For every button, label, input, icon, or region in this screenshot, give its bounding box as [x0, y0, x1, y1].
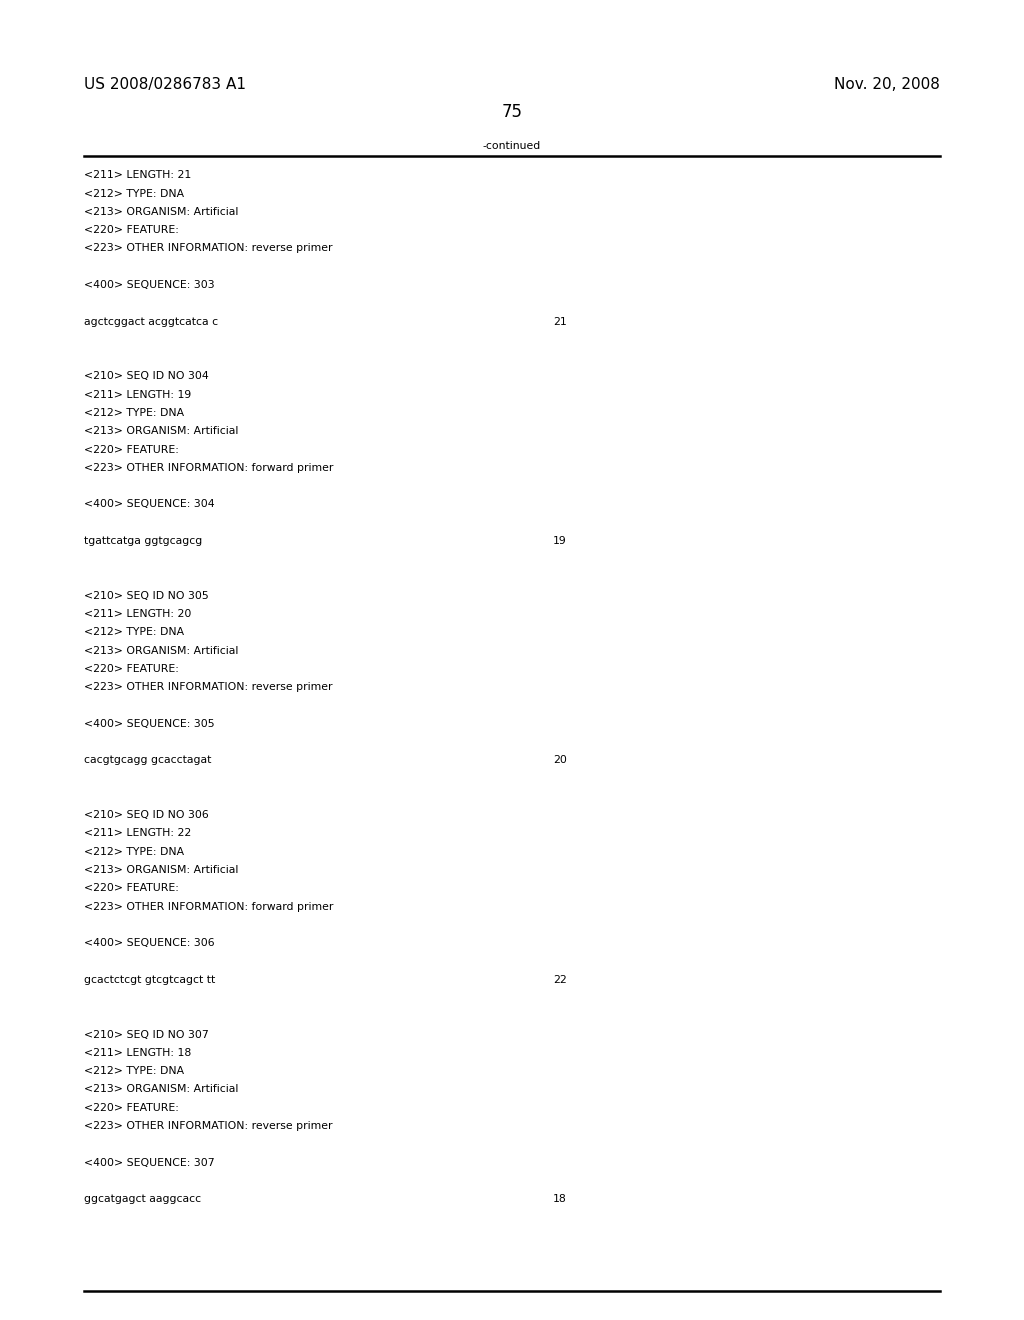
- Text: <212> TYPE: DNA: <212> TYPE: DNA: [84, 1067, 184, 1076]
- Text: <220> FEATURE:: <220> FEATURE:: [84, 1102, 179, 1113]
- Text: <220> FEATURE:: <220> FEATURE:: [84, 883, 179, 894]
- Text: ggcatgagct aaggcacc: ggcatgagct aaggcacc: [84, 1195, 201, 1204]
- Text: US 2008/0286783 A1: US 2008/0286783 A1: [84, 77, 246, 91]
- Text: cacgtgcagg gcacctagat: cacgtgcagg gcacctagat: [84, 755, 211, 766]
- Text: <211> LENGTH: 20: <211> LENGTH: 20: [84, 609, 191, 619]
- Text: <223> OTHER INFORMATION: forward primer: <223> OTHER INFORMATION: forward primer: [84, 463, 334, 473]
- Text: <210> SEQ ID NO 306: <210> SEQ ID NO 306: [84, 810, 209, 820]
- Text: <211> LENGTH: 19: <211> LENGTH: 19: [84, 389, 191, 400]
- Text: <212> TYPE: DNA: <212> TYPE: DNA: [84, 846, 184, 857]
- Text: 21: 21: [553, 317, 566, 326]
- Text: 19: 19: [553, 536, 566, 546]
- Text: <210> SEQ ID NO 307: <210> SEQ ID NO 307: [84, 1030, 209, 1040]
- Text: <210> SEQ ID NO 305: <210> SEQ ID NO 305: [84, 591, 209, 601]
- Text: <223> OTHER INFORMATION: reverse primer: <223> OTHER INFORMATION: reverse primer: [84, 243, 333, 253]
- Text: 18: 18: [553, 1195, 566, 1204]
- Text: <223> OTHER INFORMATION: reverse primer: <223> OTHER INFORMATION: reverse primer: [84, 1121, 333, 1131]
- Text: <210> SEQ ID NO 304: <210> SEQ ID NO 304: [84, 371, 209, 381]
- Text: <213> ORGANISM: Artificial: <213> ORGANISM: Artificial: [84, 645, 239, 656]
- Text: Nov. 20, 2008: Nov. 20, 2008: [835, 77, 940, 91]
- Text: 75: 75: [502, 103, 522, 121]
- Text: <220> FEATURE:: <220> FEATURE:: [84, 445, 179, 454]
- Text: <400> SEQUENCE: 304: <400> SEQUENCE: 304: [84, 499, 215, 510]
- Text: <212> TYPE: DNA: <212> TYPE: DNA: [84, 408, 184, 418]
- Text: <211> LENGTH: 22: <211> LENGTH: 22: [84, 829, 191, 838]
- Text: -continued: -continued: [483, 141, 541, 152]
- Text: <211> LENGTH: 18: <211> LENGTH: 18: [84, 1048, 191, 1057]
- Text: agctcggact acggtcatca c: agctcggact acggtcatca c: [84, 317, 218, 326]
- Text: <220> FEATURE:: <220> FEATURE:: [84, 664, 179, 675]
- Text: <213> ORGANISM: Artificial: <213> ORGANISM: Artificial: [84, 865, 239, 875]
- Text: <400> SEQUENCE: 307: <400> SEQUENCE: 307: [84, 1158, 215, 1167]
- Text: <223> OTHER INFORMATION: forward primer: <223> OTHER INFORMATION: forward primer: [84, 902, 334, 912]
- Text: tgattcatga ggtgcagcg: tgattcatga ggtgcagcg: [84, 536, 202, 546]
- Text: <220> FEATURE:: <220> FEATURE:: [84, 226, 179, 235]
- Text: 22: 22: [553, 974, 566, 985]
- Text: <400> SEQUENCE: 306: <400> SEQUENCE: 306: [84, 939, 215, 948]
- Text: <212> TYPE: DNA: <212> TYPE: DNA: [84, 189, 184, 198]
- Text: 20: 20: [553, 755, 567, 766]
- Text: <213> ORGANISM: Artificial: <213> ORGANISM: Artificial: [84, 426, 239, 436]
- Text: gcactctcgt gtcgtcagct tt: gcactctcgt gtcgtcagct tt: [84, 974, 215, 985]
- Text: <213> ORGANISM: Artificial: <213> ORGANISM: Artificial: [84, 1085, 239, 1094]
- Text: <212> TYPE: DNA: <212> TYPE: DNA: [84, 627, 184, 638]
- Text: <213> ORGANISM: Artificial: <213> ORGANISM: Artificial: [84, 207, 239, 216]
- Text: <400> SEQUENCE: 305: <400> SEQUENCE: 305: [84, 718, 215, 729]
- Text: <211> LENGTH: 21: <211> LENGTH: 21: [84, 170, 191, 181]
- Text: <400> SEQUENCE: 303: <400> SEQUENCE: 303: [84, 280, 215, 290]
- Text: <223> OTHER INFORMATION: reverse primer: <223> OTHER INFORMATION: reverse primer: [84, 682, 333, 692]
